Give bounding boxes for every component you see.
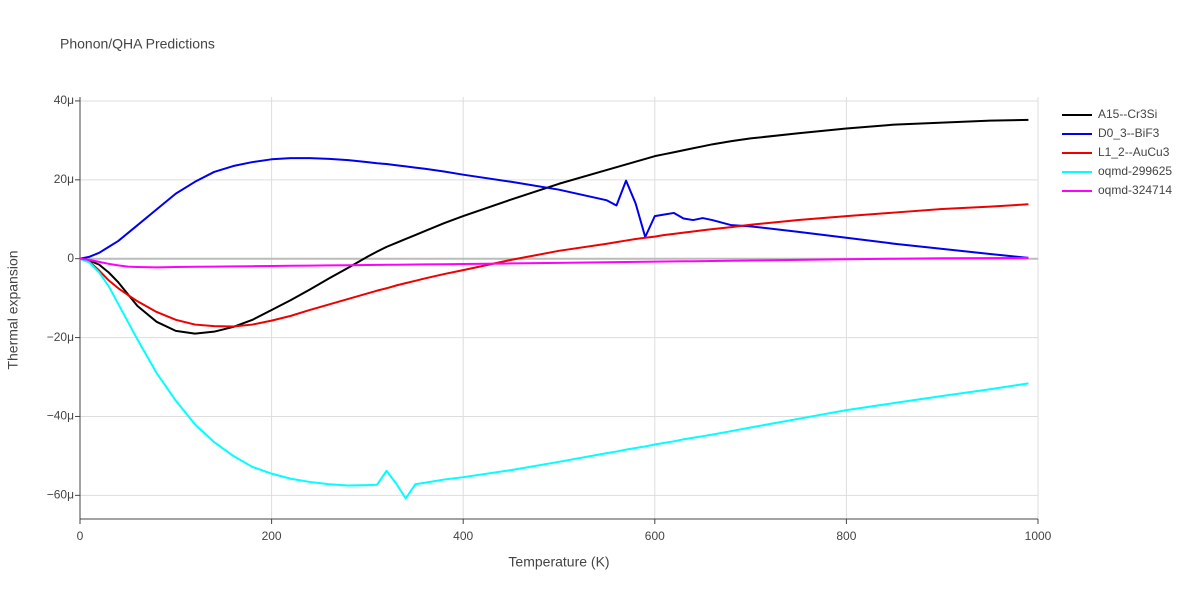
series-line — [79, 157, 1029, 260]
legend-label: L1_2--AuCu3 — [1098, 145, 1170, 159]
y-tick-label: 40μ — [54, 93, 74, 107]
y-tick-label: −40μ — [47, 409, 74, 423]
chart-title: Phonon/QHA Predictions — [60, 36, 215, 52]
x-tick-label: 600 — [645, 529, 665, 543]
x-tick-label: 0 — [77, 529, 84, 543]
x-tick-label: 400 — [453, 529, 473, 543]
series-line — [79, 118, 1029, 335]
series-line — [79, 256, 1029, 269]
x-axis-title: Temperature (K) — [508, 554, 609, 570]
legend-label: oqmd-299625 — [1098, 164, 1172, 178]
y-axis-title: Thermal expansion — [5, 250, 21, 369]
x-tick-label: 200 — [262, 529, 282, 543]
legend-label: oqmd-324714 — [1098, 183, 1172, 197]
x-tick-label: 800 — [836, 529, 856, 543]
series-line — [79, 203, 1029, 328]
y-tick-label: −60μ — [47, 488, 74, 502]
legend-label: D0_3--BiF3 — [1098, 126, 1160, 140]
x-tick-label: 1000 — [1025, 529, 1052, 543]
legend-label: A15--Cr3Si — [1098, 107, 1157, 121]
y-tick-label: 0 — [67, 251, 74, 265]
series-line — [79, 257, 1029, 500]
y-tick-label: −20μ — [47, 330, 74, 344]
y-tick-label: 20μ — [54, 172, 74, 186]
